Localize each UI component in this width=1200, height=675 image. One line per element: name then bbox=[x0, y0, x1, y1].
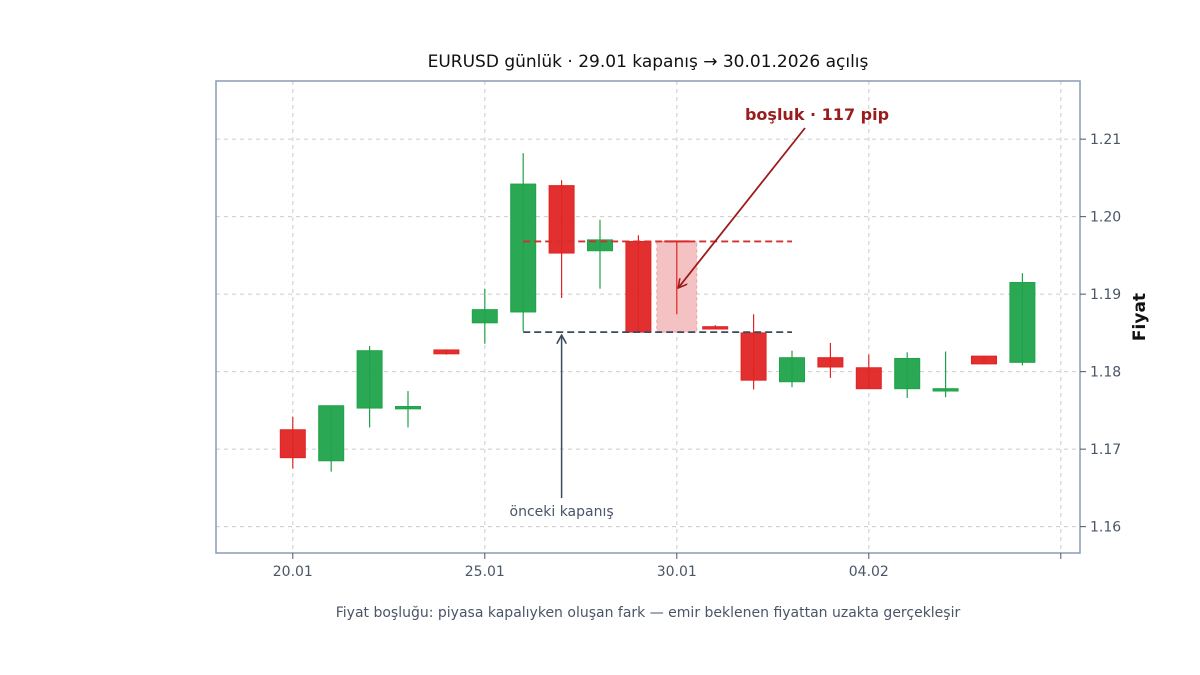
plot-frame bbox=[215, 80, 1081, 554]
y-axis-ticks: 1.16 1.17 1.18 1.19 1.20 1.21 bbox=[1080, 132, 1121, 536]
candle-body bbox=[587, 239, 613, 252]
y-tick-label: 1.21 bbox=[1090, 132, 1121, 148]
candle-body bbox=[740, 332, 767, 381]
x-tick-label: 30.01 bbox=[657, 564, 697, 580]
chart-caption: Fiyat boşluğu: piyasa kapalıyken oluşan … bbox=[336, 605, 961, 621]
x-tick-label: 20.01 bbox=[273, 564, 313, 580]
x-axis-ticks: 20.01 25.01 30.01 04.02 bbox=[273, 553, 1062, 580]
candle-body bbox=[318, 405, 345, 462]
candle-body bbox=[548, 185, 575, 254]
y-tick-label: 1.19 bbox=[1090, 287, 1121, 303]
prev-close-label: önceki kapanış bbox=[510, 504, 614, 520]
y-tick-label: 1.17 bbox=[1090, 442, 1121, 458]
candle-body bbox=[433, 349, 460, 355]
annotations: boşluk · 117 pip önceki kapanış bbox=[510, 105, 890, 520]
candle-body bbox=[894, 357, 921, 390]
gap-label: boşluk · 117 pip bbox=[745, 105, 889, 124]
y-tick-label: 1.16 bbox=[1090, 520, 1121, 536]
candle-body bbox=[855, 367, 882, 390]
candle-body bbox=[702, 326, 729, 330]
candle-body bbox=[279, 429, 306, 459]
y-tick-label: 1.18 bbox=[1090, 365, 1121, 381]
candles bbox=[279, 153, 1036, 472]
candle-body bbox=[932, 388, 959, 392]
candle-body bbox=[817, 357, 844, 368]
y-tick-label: 1.20 bbox=[1090, 210, 1121, 226]
gap-arrow bbox=[679, 127, 806, 287]
x-tick-label: 25.01 bbox=[465, 564, 505, 580]
candle-body bbox=[1009, 282, 1036, 363]
candle-body bbox=[779, 357, 805, 383]
candle-body bbox=[971, 355, 997, 365]
x-tick-label: 04.02 bbox=[849, 564, 889, 580]
candle-body bbox=[625, 240, 652, 333]
candle-body bbox=[356, 350, 383, 409]
candle-body bbox=[510, 183, 537, 313]
chart-title: EURUSD günlük · 29.01 kapanış → 30.01.20… bbox=[428, 52, 869, 72]
y-axis-label: Fiyat bbox=[1130, 293, 1150, 341]
candle-body bbox=[395, 406, 421, 410]
candle-body bbox=[471, 309, 498, 324]
